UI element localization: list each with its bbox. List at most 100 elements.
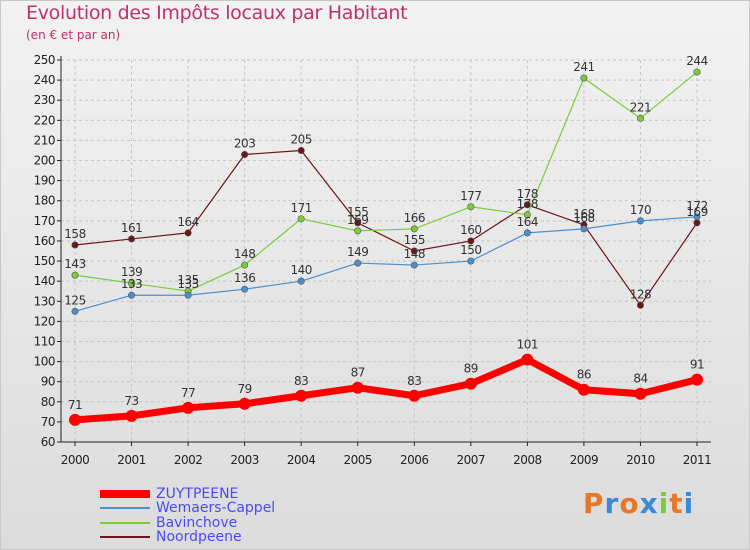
logo-letter: o <box>619 487 640 520</box>
y-tick-label-130: 130 <box>34 294 55 308</box>
legend-label-wemaers-cappel: Wemaers-Cappel <box>156 499 276 516</box>
data-label-zuytpeene-2001: 73 <box>124 394 138 408</box>
point-bavinchove-2009 <box>580 74 588 82</box>
legend-item-bavinchove: Bavinchove <box>100 515 237 530</box>
x-tick-label-2008: 2008 <box>513 453 542 467</box>
legend-swatch-wemaers-cappel <box>100 506 150 509</box>
legend-swatch-noordpeene <box>100 535 150 538</box>
data-label-bavinchove-2003: 148 <box>234 247 255 261</box>
data-label-wemaers-cappel-2010: 170 <box>630 203 651 217</box>
point-noordpeene-2006 <box>410 247 418 255</box>
point-bavinchove-2007 <box>467 203 475 211</box>
point-wemaers-cappel-2004 <box>297 277 305 285</box>
data-label-bavinchove-2002: 135 <box>177 273 198 287</box>
proxiti-logo: Proxiti <box>583 487 694 520</box>
data-label-zuytpeene-2009: 86 <box>577 368 591 382</box>
data-label-wemaers-cappel-2008: 164 <box>517 215 538 229</box>
axes <box>60 56 711 443</box>
data-labels: 158 161 164 203 205 155 155 160 178 168 128 169 143 1… <box>64 54 708 412</box>
y-tick-label-180: 180 <box>34 194 55 208</box>
series-line-bavinchove <box>74 71 698 292</box>
legend-label-noordpeene: Noordpeene <box>156 528 242 545</box>
data-label-zuytpeene-2010: 84 <box>633 372 647 386</box>
logo-letter: x <box>639 487 659 520</box>
logo-letter: P <box>583 487 605 520</box>
y-tick-label-170: 170 <box>34 214 55 228</box>
series-line-wemaers-cappel <box>74 216 698 312</box>
point-zuytpeene-2002 <box>182 401 195 414</box>
data-label-noordpeene-2005: 155 <box>347 205 368 219</box>
y-tick-label-220: 220 <box>34 113 55 127</box>
data-label-noordpeene-2000: 158 <box>64 227 85 241</box>
y-tick-label-140: 140 <box>34 274 55 288</box>
point-noordpeene-2003 <box>241 150 249 158</box>
point-noordpeene-2001 <box>128 235 136 243</box>
y-tick-label-160: 160 <box>34 234 55 248</box>
series-line-zuytpeene <box>74 356 698 424</box>
legend-label-zuytpeene: ZUYTPEENE <box>156 485 239 502</box>
point-zuytpeene-2005 <box>351 381 364 394</box>
legend-swatch-bavinchove <box>100 521 150 524</box>
point-zuytpeene-2004 <box>295 389 308 402</box>
point-wemaers-cappel-2001 <box>128 291 136 299</box>
logo-letter: i <box>658 487 670 520</box>
data-label-bavinchove-2011: 244 <box>686 54 707 68</box>
x-tick-label-2005: 2005 <box>343 453 372 467</box>
x-tick-label-2010: 2010 <box>626 453 655 467</box>
logo-letter: i <box>683 487 695 520</box>
x-tick-label-2004: 2004 <box>287 453 316 467</box>
chart-subtitle: (en € et par an) <box>26 28 121 42</box>
point-bavinchove-2008 <box>523 211 531 219</box>
data-label-bavinchove-2006: 166 <box>404 211 425 225</box>
data-label-noordpeene-2009: 168 <box>573 207 594 221</box>
x-tick-label-2006: 2006 <box>400 453 429 467</box>
y-tick-label-190: 190 <box>34 174 55 188</box>
legend-swatch-zuytpeene <box>100 489 150 498</box>
series-group <box>69 68 703 426</box>
x-tick-label-2011: 2011 <box>683 453 712 467</box>
chart-title: Evolution des Impôts locaux par Habitant <box>26 2 408 24</box>
point-bavinchove-2004 <box>297 215 305 223</box>
point-bavinchove-2011 <box>693 68 701 76</box>
point-noordpeene-2002 <box>184 229 192 237</box>
data-label-wemaers-cappel-2007: 150 <box>460 243 481 257</box>
data-label-zuytpeene-2006: 83 <box>407 374 421 388</box>
point-noordpeene-2005 <box>354 219 362 227</box>
point-bavinchove-2001 <box>128 279 136 287</box>
data-label-bavinchove-2008: 178 <box>517 197 538 211</box>
point-zuytpeene-2007 <box>464 377 477 390</box>
data-label-bavinchove-2001: 139 <box>121 265 142 279</box>
data-label-wemaers-cappel-2004: 140 <box>290 263 311 277</box>
point-bavinchove-2000 <box>71 271 79 279</box>
data-label-wemaers-cappel-2009: 168 <box>573 211 594 225</box>
data-label-zuytpeene-2005: 87 <box>351 366 365 380</box>
data-label-noordpeene-2003: 203 <box>234 136 255 150</box>
data-label-noordpeene-2011: 169 <box>686 205 707 219</box>
point-wemaers-cappel-2011 <box>693 213 701 221</box>
point-wemaers-cappel-2005 <box>354 259 362 267</box>
data-label-wemaers-cappel-2011: 172 <box>686 199 707 213</box>
data-label-zuytpeene-2000: 71 <box>68 398 82 412</box>
y-tick-label-60: 60 <box>41 435 55 449</box>
point-noordpeene-2004 <box>297 146 305 154</box>
x-axis-ticks: 2000 2001 2002 2003 2004 2005 2006 2007 2008 2009… <box>61 442 712 467</box>
point-bavinchove-2003 <box>241 261 249 269</box>
data-label-noordpeene-2002: 164 <box>177 215 198 229</box>
data-label-bavinchove-2005: 169 <box>347 213 368 227</box>
data-label-bavinchove-2000: 143 <box>64 257 85 271</box>
data-label-wemaers-cappel-2006: 148 <box>404 247 425 261</box>
point-bavinchove-2010 <box>636 114 644 122</box>
series-line-noordpeene <box>74 149 698 306</box>
point-zuytpeene-2008 <box>521 353 534 366</box>
data-label-bavinchove-2009: 241 <box>573 60 594 74</box>
legend-label-bavinchove: Bavinchove <box>156 514 238 531</box>
data-label-noordpeene-2008: 178 <box>517 187 538 201</box>
legend-item-noordpeene: Noordpeene <box>100 529 242 544</box>
point-zuytpeene-2011 <box>691 373 703 386</box>
y-tick-label-230: 230 <box>34 93 55 107</box>
legend-item-wemaers-cappel: Wemaers-Cappel <box>100 500 275 515</box>
data-label-noordpeene-2006: 155 <box>404 233 425 247</box>
point-noordpeene-2008 <box>523 201 531 209</box>
